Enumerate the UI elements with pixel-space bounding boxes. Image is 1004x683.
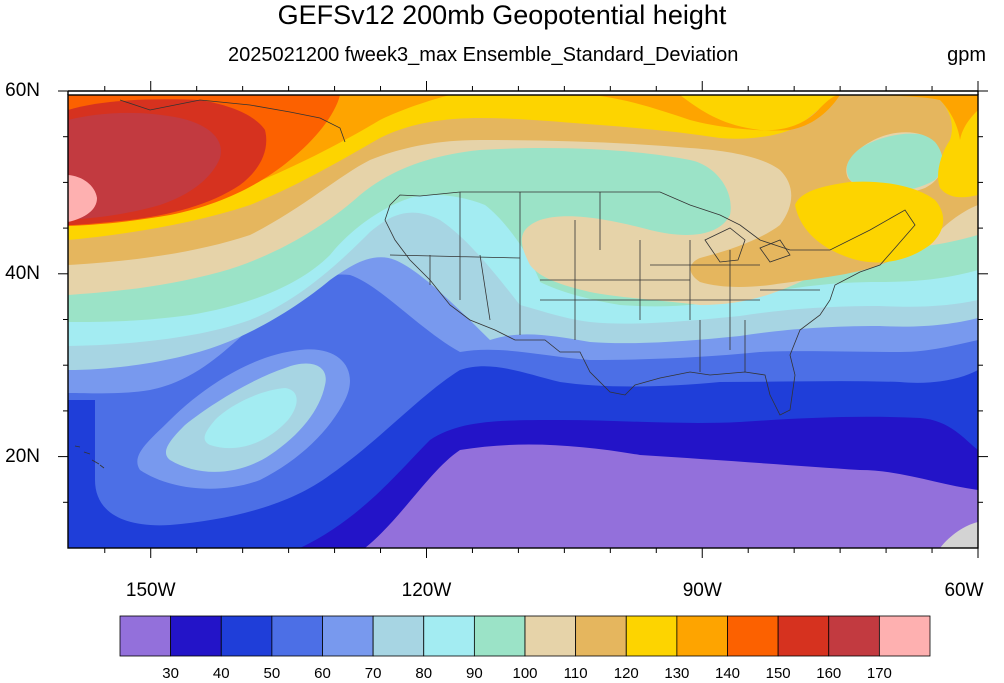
legend-label: 130 [664, 665, 690, 682]
legend-swatch [575, 615, 627, 657]
latitude-label: 20N [5, 445, 40, 467]
legend-label: 90 [466, 665, 483, 682]
plot-frame [67, 94, 979, 549]
legend-swatch [777, 615, 830, 657]
legend-swatch [473, 615, 526, 657]
units-label: gpm [947, 44, 986, 66]
legend-swatch [625, 615, 678, 657]
longitude-label: 150W [125, 580, 176, 601]
great-lakes [704, 227, 791, 263]
legend-label: 100 [512, 665, 538, 682]
coastline-layer [74, 99, 916, 469]
hawaii-islands [74, 445, 105, 469]
legend-swatch [220, 615, 273, 657]
legend-swatch [878, 615, 931, 657]
legend-swatch [423, 615, 475, 657]
axis-ticks [58, 81, 988, 558]
contour-band-180 [68, 175, 97, 222]
latitude-label: 60N [5, 80, 40, 101]
legend-label: 140 [714, 665, 741, 682]
legend-swatch [322, 615, 374, 657]
longitude-label: 90W [682, 580, 722, 601]
legend-swatch [271, 615, 323, 657]
longitude-label: 60W [944, 580, 984, 601]
legend-label: 40 [212, 665, 230, 682]
legend-label: 60 [314, 665, 331, 682]
contour-band-170 [68, 112, 221, 220]
state-lines [389, 192, 820, 372]
latitude-label: 40N [5, 262, 40, 284]
legend-label: 30 [162, 665, 179, 682]
legend-label: 110 [563, 665, 588, 682]
masked-area [940, 522, 978, 548]
legend-label: 150 [765, 665, 791, 682]
legend-label: 80 [415, 665, 433, 682]
legend-label: 70 [364, 665, 382, 682]
legend-swatch [372, 615, 425, 657]
legend-label: 120 [613, 665, 639, 682]
legend-label: 160 [816, 665, 842, 682]
legend-swatch [524, 615, 577, 657]
legend-swatch [727, 615, 779, 657]
legend-label: 170 [866, 665, 892, 682]
legend-swatch [119, 615, 172, 657]
legend-label: 50 [263, 665, 281, 682]
alaska-coast [119, 99, 346, 143]
color-legend [119, 615, 931, 657]
legend-swatch [676, 615, 728, 657]
us-outline [384, 191, 916, 416]
longitude-label: 120W [401, 580, 452, 601]
map-title: GEFSv12 200mb Geopotential height [277, 0, 727, 30]
legend-swatch [828, 615, 880, 657]
contour-fill-layer [68, 95, 978, 548]
map-subtitle: 2025021200 fweek3_max Ensemble_Standard_… [228, 44, 739, 66]
legend-swatch [170, 615, 222, 657]
